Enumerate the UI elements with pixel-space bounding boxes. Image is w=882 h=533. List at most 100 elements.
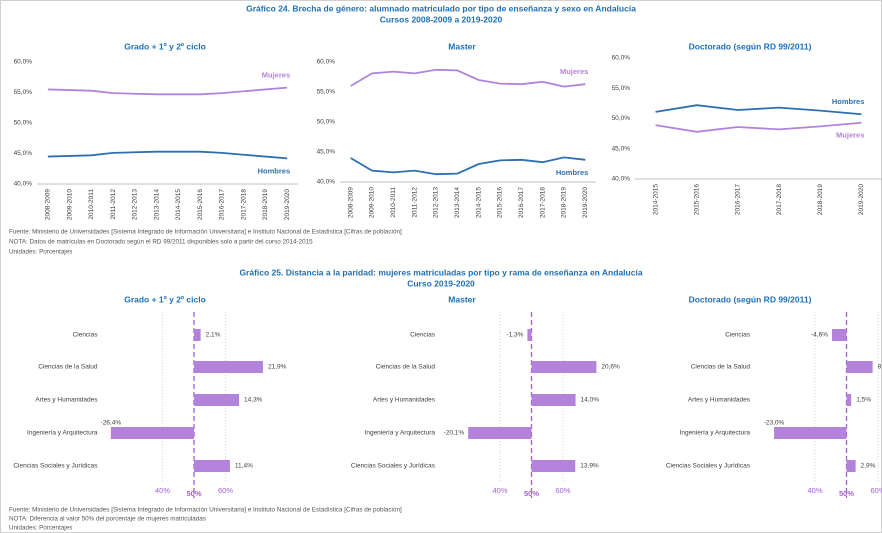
x-tick-label: 40% [807,486,822,495]
category-label: Ciencias Sociales y Jurídicas [351,463,436,470]
y-tick-label: 60,0% [612,55,631,62]
bar [110,427,194,439]
x-tick-label: 60% [870,486,882,495]
chart-title: Master [448,294,476,304]
series-line [655,121,862,133]
x-tick-label: 2017-2018 [776,184,783,215]
value-label: -4,6% [811,332,828,339]
chart-title: Doctorado (según RD 99/2011) [689,41,812,51]
bar [194,394,240,406]
y-tick-label: 40,0% [612,176,631,183]
value-label: 1,5% [856,397,871,404]
y-tick-label: 45,0% [317,149,336,156]
category-label: Ciencias de la Salud [38,364,98,371]
series-line [350,68,586,88]
x-tick-label: 50% [186,489,201,498]
x-tick-label: 2011-2012 [110,189,117,220]
x-tick-label: 2015-2016 [693,184,700,215]
series-line [655,104,862,116]
category-label: Ciencias de la Salud [691,364,751,371]
category-label: Ciencias de la Salud [376,364,436,371]
category-label: Artes y Humanidades [35,397,98,404]
y-tick-label: 50,0% [317,119,336,126]
category-label: Ingeniería y Arquitectura [365,430,436,437]
series-line [47,86,288,96]
x-tick-label: 2008-2009 [45,189,52,220]
category-label: Ciencias [410,332,436,339]
value-label: 8,3% [878,364,882,371]
x-tick-label: 2011-2012 [411,187,418,218]
bar [527,329,532,341]
category-label: Ciencias Sociales y Jurídicas [666,463,751,470]
x-tick-label: 2019-2020 [284,189,291,220]
x-tick-label: 2010-2011 [88,189,95,220]
value-label: 2,1% [206,332,221,339]
series-label: Mujeres [836,131,864,140]
chart-title: Master [448,41,476,51]
value-label: -20,1% [444,430,465,437]
x-tick-label: 60% [555,486,570,495]
series-label: Mujeres [262,71,290,80]
category-label: Ingeniería y Arquitectura [27,430,98,437]
series-label: Hombres [556,168,589,177]
category-label: Ciencias Sociales y Jurídicas [13,463,98,470]
x-tick-label: 2019-2020 [582,187,589,218]
x-tick-label: 50% [524,489,539,498]
x-tick-label: 2017-2018 [240,189,247,220]
bar [531,394,576,406]
series-label: Mujeres [560,67,588,76]
bar [832,329,847,341]
x-tick-label: 2018-2019 [817,184,824,215]
x-tick-label: 2016-2017 [518,187,525,218]
x-tick-label: 2014-2015 [475,187,482,218]
value-label: 2,9% [861,463,876,470]
x-tick-label: 2010-2011 [390,187,397,218]
category-label: Artes y Humanidades [373,397,436,404]
value-label: 11,4% [235,463,253,470]
bar [194,329,201,341]
y-tick-label: 55,0% [612,85,631,92]
category-label: Ciencias [73,332,99,339]
y-tick-label: 60,0% [317,59,336,66]
x-tick-label: 2013-2014 [454,187,461,218]
x-tick-label: 2019-2020 [858,184,865,215]
value-label: 13,9% [580,463,599,470]
bar [468,427,532,439]
section-subtitle: Curso 2019-2020 [407,278,475,288]
x-tick-label: 2015-2016 [497,187,504,218]
x-tick-label: 2015-2016 [197,189,204,220]
bar [846,394,852,406]
x-tick-label: 40% [492,486,507,495]
bar [531,460,576,472]
x-tick-label: 2009-2010 [66,189,73,220]
x-tick-label: 2014-2015 [175,189,182,220]
value-label: 14,3% [244,397,263,404]
note: NOTA: Datos de matrículas en Doctorado s… [9,239,313,246]
series-line [47,150,288,160]
note: Fuente: Ministerio de Universidades [Sis… [9,507,402,514]
value-label: -23,0% [764,420,785,427]
x-tick-label: 2012-2013 [132,189,139,220]
x-tick-label: 2016-2017 [219,189,226,220]
x-tick-label: 2016-2017 [735,184,742,215]
y-tick-label: 45,0% [612,145,631,152]
value-label: -1,3% [506,332,523,339]
y-tick-label: 50,0% [14,120,33,127]
series-label: Hombres [832,97,865,106]
note: Unidades: Porcentajes [9,249,72,256]
value-label: -26,4% [101,420,122,427]
y-tick-label: 50,0% [612,115,631,122]
y-tick-label: 60,0% [14,59,33,66]
note: Unidades: Porcentajes [9,525,72,532]
bar [194,460,230,472]
category-label: Artes y Humanidades [688,397,751,404]
series-label: Hombres [258,166,291,175]
x-tick-label: 40% [155,486,170,495]
y-tick-label: 45,0% [14,150,33,157]
x-tick-label: 2018-2019 [561,187,568,218]
x-tick-label: 2013-2014 [153,189,160,220]
bar [531,361,597,373]
x-tick-label: 2009-2010 [369,187,376,218]
